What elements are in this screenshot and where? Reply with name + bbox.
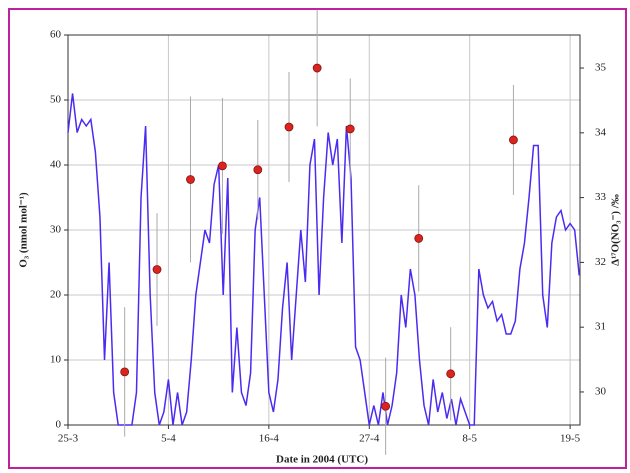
data-point — [414, 234, 424, 243]
data-point — [312, 63, 322, 73]
y-tick-label: 60 — [50, 29, 62, 41]
y-tick-label: 20 — [50, 289, 62, 301]
data-point — [152, 265, 162, 274]
y2-tick-label: 32 — [595, 256, 606, 268]
x-tick-label: 8-5 — [462, 433, 477, 445]
data-point — [381, 401, 391, 411]
y2-tick-label: 31 — [595, 321, 606, 333]
x-tick-label: 16-4 — [259, 433, 280, 445]
x-tick-label: 5-4 — [161, 433, 176, 445]
data-point — [186, 175, 195, 184]
y-tick-label: 0 — [56, 419, 62, 431]
y-tick-label: 30 — [50, 224, 62, 236]
plot-frame — [67, 34, 581, 426]
y-tick-label: 10 — [50, 354, 62, 366]
y-tick-label: 40 — [50, 159, 62, 171]
data-point — [253, 165, 263, 175]
data-point — [345, 124, 355, 134]
y2-tick-label: 33 — [595, 191, 607, 203]
y2-tick-label: 34 — [595, 126, 607, 138]
data-point — [446, 369, 456, 379]
y-tick-label: 50 — [50, 94, 62, 106]
data-point — [284, 122, 294, 132]
x-axis-label: Date in 2004 (UTC) — [276, 454, 368, 466]
data-point — [120, 367, 130, 377]
x-tick-label: 19-5 — [560, 433, 581, 445]
y2-tick-label: 35 — [595, 62, 607, 74]
data-point — [509, 135, 518, 145]
y2-axis-label: Δ¹⁷O(NO₃⁻) /‰ — [610, 194, 622, 266]
o3-line — [67, 93, 580, 426]
y2-tick-label: 30 — [595, 385, 607, 397]
x-tick-label: 27-4 — [359, 433, 380, 445]
data-point — [218, 161, 227, 171]
x-tick-label: 25-3 — [58, 433, 79, 445]
y-axis-label: O₃ (nmol mol⁻¹) — [18, 192, 30, 268]
